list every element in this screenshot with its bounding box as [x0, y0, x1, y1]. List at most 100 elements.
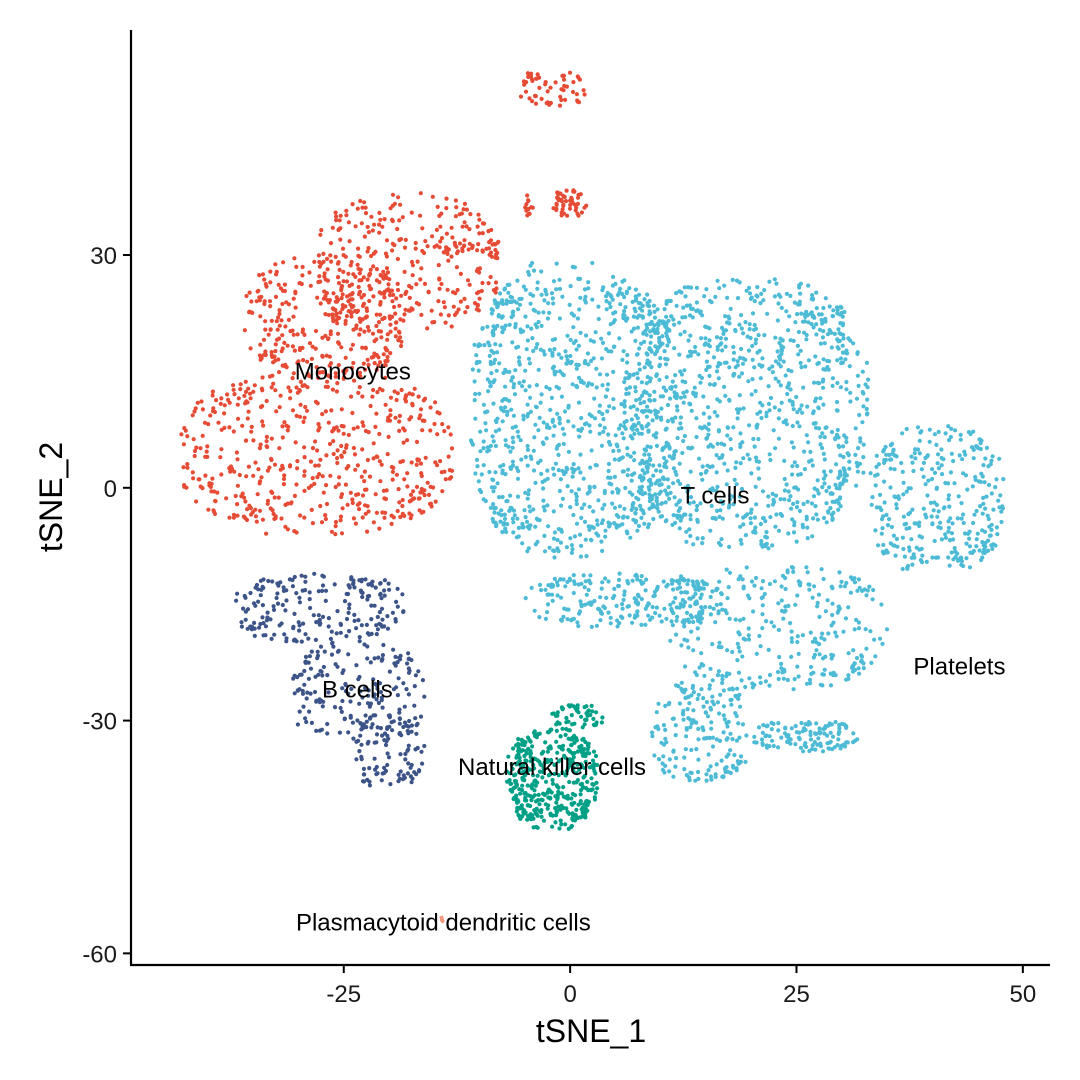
data-point	[384, 739, 389, 744]
data-point	[390, 192, 396, 197]
data-point	[775, 745, 781, 750]
data-point	[730, 277, 735, 282]
data-point	[372, 756, 377, 761]
data-point	[350, 291, 355, 296]
data-point	[441, 300, 446, 305]
data-point	[386, 755, 392, 760]
data-point	[736, 721, 741, 726]
data-point	[583, 358, 588, 364]
data-point	[541, 498, 546, 503]
data-point	[340, 292, 345, 297]
data-point	[377, 222, 382, 227]
data-point	[421, 398, 426, 403]
data-point	[292, 691, 297, 696]
data-point	[549, 291, 555, 296]
data-point	[734, 693, 740, 699]
data-point	[235, 483, 240, 488]
data-point	[588, 465, 593, 470]
data-point	[773, 493, 779, 498]
data-point	[502, 327, 507, 332]
data-point	[397, 237, 402, 243]
data-point	[996, 498, 1001, 503]
data-point	[320, 583, 326, 588]
data-point	[657, 377, 662, 382]
data-point	[719, 592, 724, 597]
data-point	[835, 408, 840, 413]
data-point	[939, 537, 945, 542]
data-point	[592, 416, 598, 421]
data-point	[925, 493, 930, 498]
data-point	[938, 520, 943, 525]
data-point	[776, 676, 781, 682]
data-point	[901, 480, 906, 485]
data-point	[620, 602, 625, 607]
data-point	[806, 582, 811, 587]
data-point	[272, 495, 277, 500]
data-point	[192, 453, 197, 459]
data-point	[873, 483, 878, 488]
data-point	[900, 431, 905, 436]
data-point	[884, 548, 889, 553]
data-point	[523, 287, 528, 292]
data-point	[503, 367, 508, 372]
data-point	[315, 295, 320, 300]
series-natural-killer-cells	[504, 703, 605, 832]
data-point	[349, 310, 354, 315]
data-point	[980, 540, 985, 545]
data-point	[294, 482, 299, 487]
data-point	[668, 490, 673, 495]
data-point	[249, 429, 254, 434]
data-point	[661, 579, 666, 584]
data-point	[444, 231, 449, 236]
data-point	[951, 557, 956, 562]
data-point	[696, 352, 701, 357]
data-point	[330, 306, 335, 311]
data-point	[846, 651, 851, 656]
data-point	[596, 498, 601, 503]
data-point	[891, 447, 896, 452]
data-point	[362, 200, 367, 205]
data-point	[683, 747, 689, 752]
data-point	[493, 443, 498, 449]
data-point	[779, 666, 784, 671]
data-point	[720, 677, 725, 682]
data-point	[534, 345, 539, 350]
data-point	[694, 308, 699, 314]
data-point	[352, 452, 358, 457]
data-point	[830, 517, 835, 523]
data-point	[400, 497, 405, 503]
data-point	[606, 475, 611, 480]
data-point	[391, 647, 396, 652]
data-point	[268, 269, 273, 274]
data-point	[851, 341, 856, 346]
data-point	[336, 648, 341, 653]
data-point	[699, 616, 705, 621]
data-point	[846, 676, 851, 682]
data-point	[637, 346, 642, 351]
data-point	[804, 681, 810, 686]
data-point	[642, 452, 647, 457]
data-point	[930, 522, 935, 527]
data-point	[799, 720, 804, 726]
data-point	[998, 493, 1003, 498]
data-point	[481, 402, 486, 407]
data-point	[661, 385, 666, 390]
data-point	[989, 527, 994, 533]
data-point	[439, 236, 445, 241]
data-point	[363, 205, 368, 210]
data-point	[691, 619, 696, 625]
data-point	[731, 425, 736, 430]
data-point	[735, 658, 740, 663]
data-point	[322, 271, 327, 276]
data-point	[604, 307, 609, 312]
data-point	[810, 639, 816, 644]
data-point	[779, 351, 784, 356]
data-point	[557, 286, 563, 291]
data-point	[724, 567, 729, 572]
data-point	[350, 497, 355, 502]
data-point	[526, 492, 531, 497]
data-point	[216, 420, 221, 425]
data-point	[700, 464, 705, 469]
data-point	[336, 260, 341, 265]
data-point	[501, 409, 506, 414]
